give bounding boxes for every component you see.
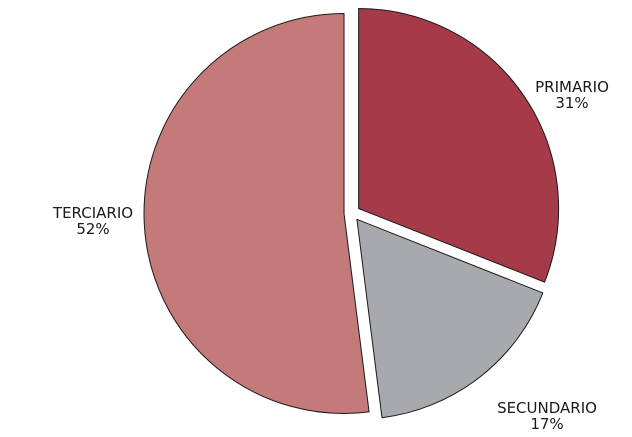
slice-percent-label: 17% — [530, 415, 563, 433]
pie-slice-primario — [358, 8, 560, 283]
slice-label-secundario: SECUNDARIO 17% — [497, 399, 597, 433]
slice-category-label: TERCIARIO — [52, 204, 133, 222]
slice-label-terciario: TERCIARIO 52% — [52, 204, 133, 238]
slice-category-label: PRIMARIO — [535, 78, 609, 96]
slice-label-primario: PRIMARIO 31% — [535, 78, 609, 112]
slice-percent-label: 52% — [76, 220, 109, 238]
labels-layer: PRIMARIO 31% SECUNDARIO 17% TERCIARIO 52% — [52, 78, 609, 433]
slice-category-label: SECUNDARIO — [497, 399, 597, 417]
pie-slice-secundario — [356, 218, 544, 419]
pie-slice-terciario — [143, 13, 370, 414]
slice-percent-label: 31% — [555, 94, 588, 112]
slices-layer — [143, 8, 560, 419]
